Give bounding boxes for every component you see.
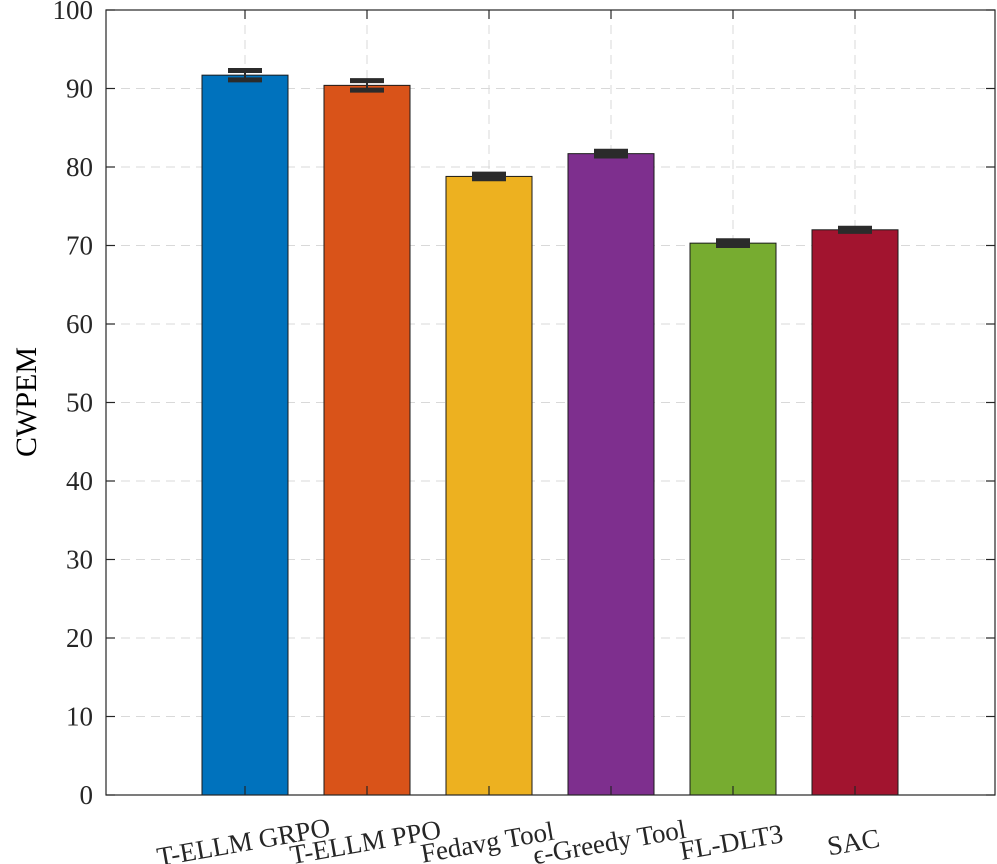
y-tick-label: 20: [66, 623, 93, 653]
y-tick-label: 100: [53, 0, 94, 25]
y-tick-label: 80: [66, 152, 93, 182]
y-tick-label: 40: [66, 466, 93, 496]
y-axis-ticks: 0 10 20 30 40 50 60 70 80 90 100: [53, 0, 995, 810]
y-tick-label: 0: [80, 780, 94, 810]
y-tick-label: 30: [66, 545, 93, 575]
bars-group: [201, 74, 899, 796]
y-tick-label: 90: [66, 74, 93, 104]
y-tick-label: 50: [66, 388, 93, 418]
y-tick-label: 10: [66, 702, 93, 732]
y-tick-label: 60: [66, 309, 93, 339]
bar: [445, 175, 533, 796]
y-axis-label: CWPEM: [10, 347, 43, 457]
x-tick-label: FL-DLT3: [678, 818, 786, 864]
bar: [201, 74, 289, 796]
y-tick-label: 70: [66, 231, 93, 261]
x-tick-label: ϵ-Greedy Tool: [531, 814, 689, 864]
bar: [567, 153, 655, 796]
x-tick-label: SAC: [825, 823, 882, 862]
error-bars-group: [228, 67, 872, 248]
bar: [323, 84, 411, 796]
bar: [811, 229, 899, 796]
bar: [689, 242, 777, 796]
